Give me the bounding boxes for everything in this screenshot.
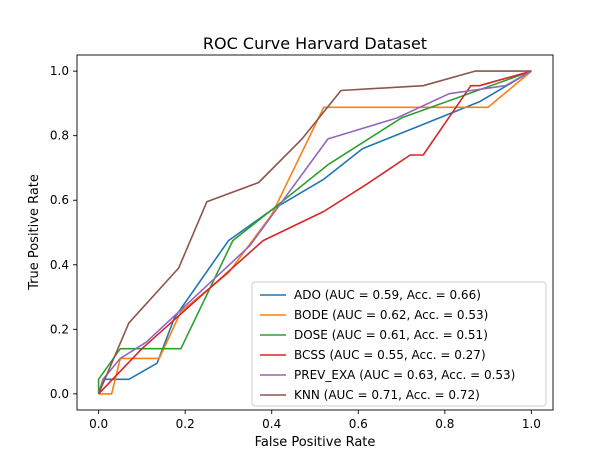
series-line-0: [97, 70, 532, 395]
legend: ADO (AUC = 0.59, Acc. = 0.66) BODE (AUC =…: [251, 281, 547, 407]
series-line-4: [97, 70, 532, 395]
series-line-2: [97, 70, 532, 394]
axes: 0.0 0.2 0.4 0.6 0.8 1.0 0.0 0.2 0.4 0.6 0.8 1.0: [50, 54, 554, 431]
series-line-5: [97, 70, 532, 395]
x-tick-label: 0.8: [435, 417, 454, 431]
x-tick-label: 0.0: [89, 417, 108, 431]
y-axis-label: True Positive Rate: [27, 174, 42, 291]
legend-label-0: ADO (AUC = 0.59, Acc. = 0.66): [294, 288, 481, 302]
legend-label-3: BCSS (AUC = 0.55, Acc. = 0.27): [294, 348, 486, 362]
x-tick-label: 0.2: [176, 417, 195, 431]
x-tick-label: 0.4: [262, 417, 281, 431]
chart-title: ROC Curve Harvard Dataset: [203, 34, 427, 53]
y-tick-label: 0.2: [50, 322, 69, 336]
y-tick-label: 0.4: [50, 258, 69, 272]
legend-label-5: KNN (AUC = 0.71, Acc. = 0.72): [294, 388, 480, 402]
y-tick-label: 0.6: [50, 193, 69, 207]
y-tick-label: 1.0: [50, 64, 69, 78]
plot-frame: [76, 54, 554, 411]
plot-area: [97, 70, 532, 395]
series-line-3: [98, 70, 532, 395]
x-tick-label: 0.6: [349, 417, 368, 431]
legend-label-4: PREV_EXA (AUC = 0.63, Acc. = 0.53): [294, 368, 515, 382]
y-tick-label: 0.0: [50, 387, 69, 401]
x-tick-label: 1.0: [522, 417, 541, 431]
x-axis-label: False Positive Rate: [255, 435, 376, 450]
legend-box: [251, 281, 547, 407]
legend-label-1: BODE (AUC = 0.62, Acc. = 0.53): [294, 308, 488, 322]
y-tick-label: 0.8: [50, 129, 69, 143]
legend-label-2: DOSE (AUC = 0.61, Acc. = 0.51): [294, 328, 488, 342]
